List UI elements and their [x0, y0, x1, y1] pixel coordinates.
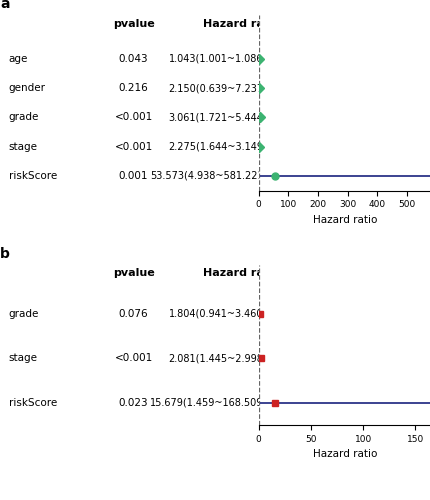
- Text: 15.679(1.459~168.509): 15.679(1.459~168.509): [150, 398, 267, 407]
- Text: b: b: [0, 247, 10, 261]
- Text: pvalue: pvalue: [113, 19, 154, 29]
- Text: 53.573(4.938~581.221): 53.573(4.938~581.221): [150, 171, 267, 181]
- Text: 2.275(1.644~3.149): 2.275(1.644~3.149): [168, 142, 267, 152]
- Text: 0.023: 0.023: [119, 398, 148, 407]
- Text: 1.043(1.001~1.086): 1.043(1.001~1.086): [169, 54, 267, 64]
- Text: a: a: [0, 0, 9, 10]
- X-axis label: Hazard ratio: Hazard ratio: [312, 449, 376, 459]
- Text: pvalue: pvalue: [113, 268, 154, 278]
- Text: Hazard ratio: Hazard ratio: [202, 268, 280, 278]
- Text: 1.804(0.941~3.460): 1.804(0.941~3.460): [169, 309, 267, 319]
- Text: stage: stage: [9, 142, 37, 152]
- Text: 2.150(0.639~7.237): 2.150(0.639~7.237): [168, 83, 267, 93]
- Text: Hazard ratio: Hazard ratio: [202, 19, 280, 29]
- Text: stage: stage: [9, 354, 37, 364]
- Text: <0.001: <0.001: [114, 142, 152, 152]
- Text: 0.076: 0.076: [119, 309, 148, 319]
- Text: age: age: [9, 54, 28, 64]
- Text: 3.061(1.721~5.444): 3.061(1.721~5.444): [168, 112, 267, 122]
- Text: <0.001: <0.001: [114, 112, 152, 122]
- Text: 0.216: 0.216: [118, 83, 148, 93]
- Text: riskScore: riskScore: [9, 171, 57, 181]
- Text: grade: grade: [9, 112, 39, 122]
- Text: gender: gender: [9, 83, 46, 93]
- Text: riskScore: riskScore: [9, 398, 57, 407]
- Text: 2.081(1.445~2.998): 2.081(1.445~2.998): [168, 354, 267, 364]
- X-axis label: Hazard ratio: Hazard ratio: [312, 215, 376, 225]
- Text: grade: grade: [9, 309, 39, 319]
- Text: <0.001: <0.001: [114, 354, 152, 364]
- Text: 0.043: 0.043: [119, 54, 148, 64]
- Text: 0.001: 0.001: [119, 171, 148, 181]
